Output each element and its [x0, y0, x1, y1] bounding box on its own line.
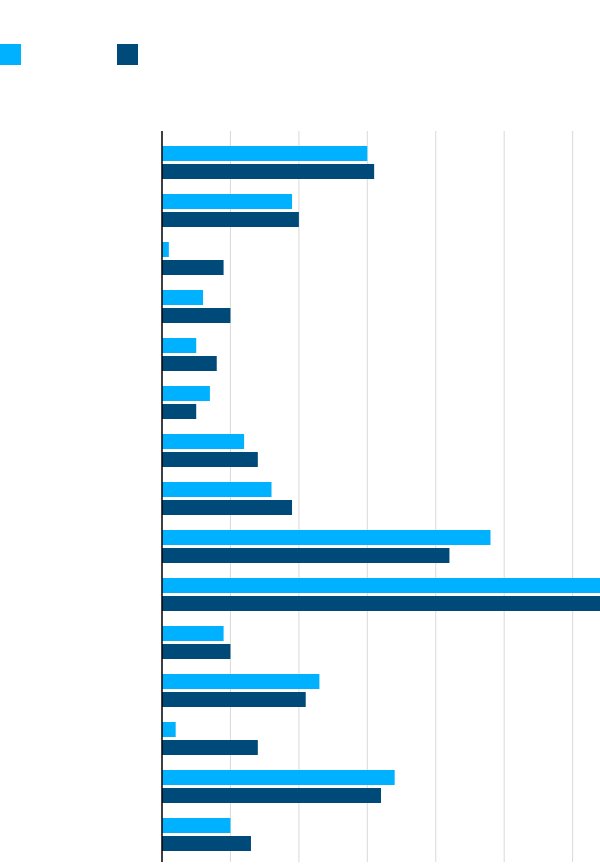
- bar-series-2-category-5: [162, 356, 217, 371]
- bar-series-2-category-13: [162, 740, 258, 755]
- bar-series-2-category-10: [162, 596, 600, 611]
- bar-series-1-category-2: [162, 194, 293, 209]
- bar-series-1-category-14: [162, 770, 395, 785]
- bar-series-2-category-11: [162, 644, 231, 659]
- bar-series-2-category-7: [162, 452, 258, 467]
- bar-series-2-category-12: [162, 692, 306, 707]
- bar-series-1-category-9: [162, 530, 491, 545]
- bar-series-1-category-13: [162, 722, 176, 737]
- bar-series-1-category-3: [162, 242, 169, 257]
- bar-series-2-category-3: [162, 260, 224, 275]
- bar-series-1-category-11: [162, 626, 224, 641]
- bar-series-2-category-14: [162, 788, 381, 803]
- legend-swatch-series-2: [117, 44, 138, 65]
- bar-series-1-category-8: [162, 482, 272, 497]
- bar-series-2-category-9: [162, 548, 450, 563]
- bar-series-1-category-10: [162, 578, 600, 593]
- bar-series-2-category-6: [162, 404, 197, 419]
- bar-series-1-category-12: [162, 674, 320, 689]
- bar-series-2-category-15: [162, 836, 251, 851]
- legend-item-series-2: [117, 44, 144, 65]
- bar-series-1-category-6: [162, 386, 210, 401]
- bar-series-1-category-7: [162, 434, 245, 449]
- bar-series-2-category-2: [162, 212, 299, 227]
- bar-series-1-category-1: [162, 146, 368, 161]
- bar-series-2-category-4: [162, 308, 231, 323]
- bar-series-2-category-1: [162, 164, 375, 179]
- bar-series-1-category-4: [162, 290, 204, 305]
- legend-item-series-1: [0, 44, 27, 65]
- legend-swatch-series-1: [0, 44, 21, 65]
- bar-series-1-category-5: [162, 338, 197, 353]
- bar-series-2-category-8: [162, 500, 293, 515]
- bar-series-1-category-15: [162, 818, 231, 833]
